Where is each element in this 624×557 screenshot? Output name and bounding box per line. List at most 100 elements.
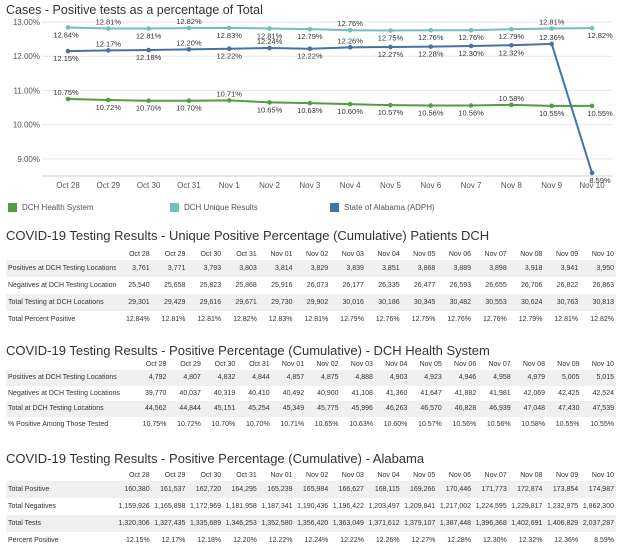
table-cell: 1,335,689 xyxy=(187,515,224,532)
table-cell: 25,823 xyxy=(199,282,222,289)
legend-label-dch-unique-results: DCH Unique Results xyxy=(184,203,258,212)
table-cell: 1,209,841 xyxy=(404,503,436,510)
column-header: Oct 30 xyxy=(200,250,222,258)
column-header: Nov 07 xyxy=(484,250,507,258)
table-cell: 40,492 xyxy=(282,389,305,397)
table-cell: 12.17% xyxy=(161,537,186,544)
table-cell: 164,295 xyxy=(223,481,259,498)
data-label: 12.79% xyxy=(499,32,525,41)
table-cell: 12.27% xyxy=(411,537,436,544)
column-header: Nov 04 xyxy=(377,250,400,258)
y-tick-label: 10.00% xyxy=(13,121,40,130)
column-header: Nov 05 xyxy=(413,471,436,479)
table-header-row: Oct 28 Oct 29 Oct 30 Oct 31 Nov 01 Nov 02 Nov … xyxy=(6,358,616,370)
data-point xyxy=(267,100,272,105)
data-label: 10.63% xyxy=(297,106,323,115)
table-cell: 30,553 xyxy=(473,294,509,311)
table-cell: 3,851 xyxy=(365,260,402,277)
table-cell: 4,888 xyxy=(340,370,375,386)
table-cell: 1,196,422 xyxy=(332,503,364,510)
data-label: 12.30% xyxy=(458,49,484,58)
row-label: Positives at DCH Testing Locations xyxy=(6,260,116,277)
data-point xyxy=(428,103,434,108)
table-cell: 26,655 xyxy=(485,282,507,289)
data-label: 12.82% xyxy=(587,31,613,40)
table-cell: 12.22% xyxy=(268,537,293,544)
table-row: Negatives at DCH Testing Locations 39,770… xyxy=(6,386,616,402)
data-label: 12.76% xyxy=(418,33,444,42)
table-cell: 45,254 xyxy=(237,401,272,417)
column-header: Nov 05 xyxy=(419,360,442,368)
column-header: Nov 03 xyxy=(341,471,364,479)
table-cell: 10.55% xyxy=(590,420,614,428)
data-label: 10.55% xyxy=(539,109,565,118)
column-header: Oct 30 xyxy=(214,360,236,368)
data-point xyxy=(186,25,192,31)
data-point xyxy=(146,26,151,31)
data-label: 12.84% xyxy=(53,30,79,39)
x-tick-label: Nov 3 xyxy=(299,181,320,190)
table-cell: 162,720 xyxy=(187,481,224,498)
legend-label-dch-health-system: DCH Health System xyxy=(22,203,94,212)
table-row: Percent Positive 12.15% 12.17% 12.18% 12.20%… xyxy=(6,532,616,549)
table-cell: 4,807 xyxy=(168,370,203,386)
data-point xyxy=(106,48,111,53)
row-label: Negatives at DCH Testing Locations xyxy=(8,282,116,289)
legend-label-state-of-alabama: State of Alabama (ADPH) xyxy=(344,203,435,212)
table-cell: 1,187,341 xyxy=(261,503,293,510)
table-cell: 12.22% xyxy=(340,537,364,544)
table-cell: 12.81% xyxy=(197,316,222,323)
table-cell: 1,217,002 xyxy=(439,503,472,510)
table-cell: 29,730 xyxy=(258,294,295,311)
table-cell: 4,958 xyxy=(478,370,513,386)
table-cell: 25,540 xyxy=(128,282,150,289)
table-cell: 30,186 xyxy=(365,294,402,311)
table-cell: 29,301 xyxy=(116,294,152,311)
table-cell: 40,037 xyxy=(179,389,201,397)
table-cell: 165,239 xyxy=(258,481,295,498)
data-point xyxy=(65,25,71,30)
table-cell: 172,874 xyxy=(508,481,545,498)
table-cell: 12.15% xyxy=(125,537,150,544)
table-cell: 10.65% xyxy=(314,420,339,428)
table-cell: 26,177 xyxy=(342,282,364,289)
table-cell: 173,854 xyxy=(544,481,581,498)
table-cell: 10.55% xyxy=(555,420,580,428)
column-header: Nov 10 xyxy=(591,250,614,258)
table-cell: 25,658 xyxy=(163,282,186,289)
table-1-title: COVID-19 Testing Results - Unique Positi… xyxy=(6,228,490,243)
table-cell: 3,950 xyxy=(580,260,616,277)
column-header: Oct 28 xyxy=(145,360,167,368)
data-label: 12.20% xyxy=(176,38,202,47)
table-cell: 41,360 xyxy=(385,389,408,397)
data-point xyxy=(589,170,595,176)
chart-legend: DCH Health System DCH Unique Results Sta… xyxy=(0,203,624,217)
table-cell: 169,266 xyxy=(401,481,438,498)
y-tick-label: 9.00% xyxy=(17,155,40,164)
row-label: Total Negatives xyxy=(8,503,56,510)
column-header: Nov 05 xyxy=(413,250,436,258)
row-label: Total Positive xyxy=(6,481,116,498)
table-row: Total Tests 1,320,306 1,327,435 1,335,689 1,… xyxy=(6,515,616,532)
data-label: 12.79% xyxy=(297,32,323,41)
table-cell: 1,327,435 xyxy=(151,515,188,532)
column-header: Nov 04 xyxy=(377,471,400,479)
table-cell: 41,882 xyxy=(454,389,477,397)
table-cell: 3,868 xyxy=(401,260,438,277)
series-line-1 xyxy=(67,26,593,32)
table-cell: 10.70% xyxy=(211,420,236,428)
x-tick-label: Oct 31 xyxy=(177,181,201,190)
table-cell: 26,593 xyxy=(449,282,472,289)
data-label: 10.58% xyxy=(499,94,525,103)
table-cell: 42,524 xyxy=(592,389,614,397)
data-point xyxy=(589,103,595,109)
column-header: Nov 01 xyxy=(270,250,293,258)
column-header: Nov 04 xyxy=(385,360,408,368)
table-cell: 41,647 xyxy=(420,389,442,397)
table-cell: 12.83% xyxy=(268,316,293,323)
column-header: Nov 08 xyxy=(520,250,543,258)
table-cell: 30,016 xyxy=(330,294,366,311)
table-cell: 4,832 xyxy=(202,370,238,386)
table-cell: 4,903 xyxy=(374,370,410,386)
data-point xyxy=(388,44,393,50)
